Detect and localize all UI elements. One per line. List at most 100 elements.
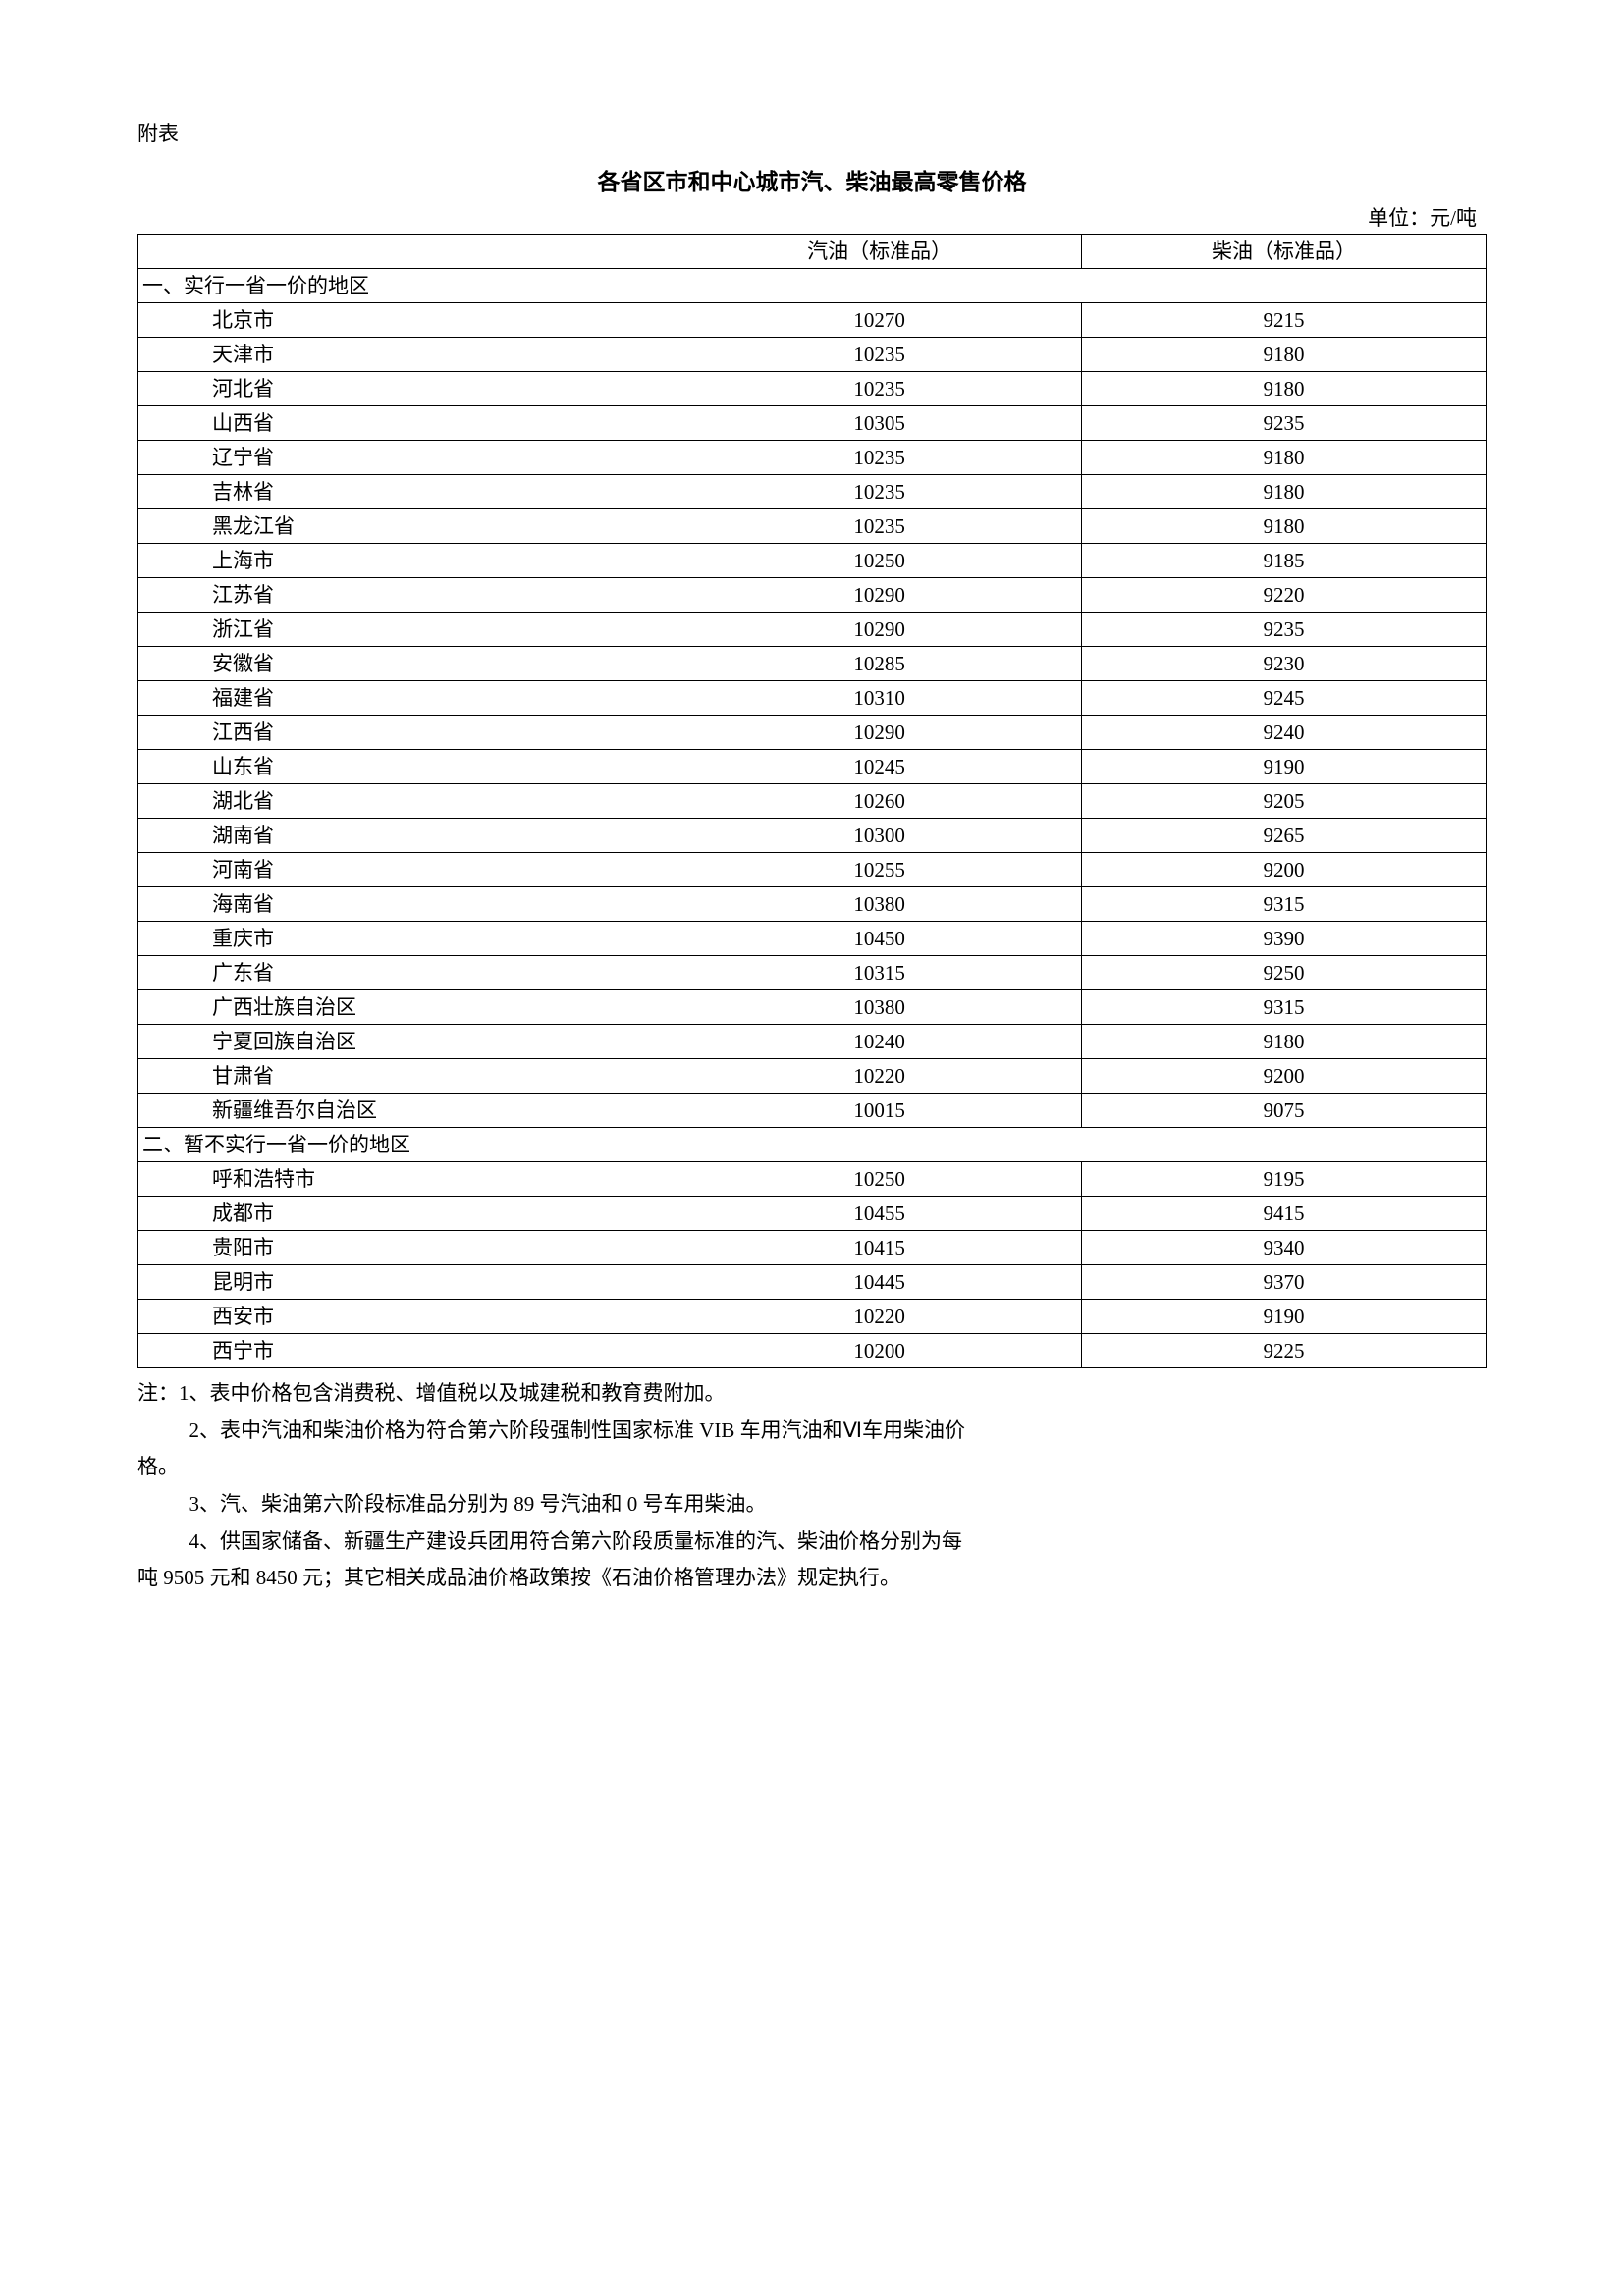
gas-cell: 10290 [677,716,1082,750]
region-cell: 贵阳市 [138,1231,677,1265]
gas-cell: 10235 [677,372,1082,406]
table-row: 湖南省103009265 [138,819,1487,853]
gas-cell: 10220 [677,1300,1082,1334]
gas-cell: 10240 [677,1025,1082,1059]
table-row: 湖北省102609205 [138,784,1487,819]
diesel-cell: 9370 [1082,1265,1487,1300]
region-cell: 上海市 [138,544,677,578]
table-row: 呼和浩特市102509195 [138,1162,1487,1197]
gas-cell: 10305 [677,406,1082,441]
gas-cell: 10285 [677,647,1082,681]
diesel-cell: 9180 [1082,372,1487,406]
diesel-cell: 9180 [1082,1025,1487,1059]
diesel-cell: 9185 [1082,544,1487,578]
table-row: 黑龙江省102359180 [138,509,1487,544]
diesel-cell: 9245 [1082,681,1487,716]
table-row: 贵阳市104159340 [138,1231,1487,1265]
section-header-cell: 二、暂不实行一省一价的地区 [138,1128,1487,1162]
region-cell: 江西省 [138,716,677,750]
diesel-cell: 9390 [1082,922,1487,956]
note-3: 3、汽、柴油第六阶段标准品分别为 89 号汽油和 0 号车用柴油。 [137,1487,1487,1522]
table-row: 安徽省102859230 [138,647,1487,681]
region-cell: 辽宁省 [138,441,677,475]
col-header-region [138,235,677,269]
region-cell: 天津市 [138,338,677,372]
gas-cell: 10310 [677,681,1082,716]
gas-cell: 10250 [677,544,1082,578]
gas-cell: 10220 [677,1059,1082,1094]
table-row: 浙江省102909235 [138,613,1487,647]
region-cell: 山西省 [138,406,677,441]
region-cell: 河南省 [138,853,677,887]
table-row: 广东省103159250 [138,956,1487,990]
notes: 注：1、表中价格包含消费税、增值税以及城建税和教育费附加。 2、表中汽油和柴油价… [137,1376,1487,1596]
gas-cell: 10450 [677,922,1082,956]
gas-cell: 10235 [677,338,1082,372]
region-cell: 成都市 [138,1197,677,1231]
table-header-row: 汽油（标准品） 柴油（标准品） [138,235,1487,269]
gas-cell: 10445 [677,1265,1082,1300]
gas-cell: 10235 [677,475,1082,509]
region-cell: 新疆维吾尔自治区 [138,1094,677,1128]
note-2-line1: 2、表中汽油和柴油价格为符合第六阶段强制性国家标准 VIB 车用汽油和Ⅵ车用柴油… [137,1414,1487,1449]
region-cell: 重庆市 [138,922,677,956]
diesel-cell: 9415 [1082,1197,1487,1231]
diesel-cell: 9225 [1082,1334,1487,1368]
gas-cell: 10270 [677,303,1082,338]
gas-cell: 10260 [677,784,1082,819]
table-row: 山西省103059235 [138,406,1487,441]
region-cell: 山东省 [138,750,677,784]
region-cell: 广西壮族自治区 [138,990,677,1025]
region-cell: 宁夏回族自治区 [138,1025,677,1059]
diesel-cell: 9265 [1082,819,1487,853]
gas-cell: 10015 [677,1094,1082,1128]
diesel-cell: 9220 [1082,578,1487,613]
table-row: 西宁市102009225 [138,1334,1487,1368]
gas-cell: 10380 [677,887,1082,922]
region-cell: 福建省 [138,681,677,716]
gas-cell: 10415 [677,1231,1082,1265]
table-row: 宁夏回族自治区102409180 [138,1025,1487,1059]
col-header-diesel: 柴油（标准品） [1082,235,1487,269]
table-row: 河北省102359180 [138,372,1487,406]
attachment-label: 附表 [137,118,1487,147]
region-cell: 西宁市 [138,1334,677,1368]
diesel-cell: 9190 [1082,1300,1487,1334]
gas-cell: 10255 [677,853,1082,887]
region-cell: 广东省 [138,956,677,990]
note-1: 注：1、表中价格包含消费税、增值税以及城建税和教育费附加。 [137,1376,1487,1412]
gas-cell: 10380 [677,990,1082,1025]
col-header-gas: 汽油（标准品） [677,235,1082,269]
region-cell: 海南省 [138,887,677,922]
diesel-cell: 9235 [1082,613,1487,647]
gas-cell: 10235 [677,509,1082,544]
table-row: 山东省102459190 [138,750,1487,784]
region-cell: 昆明市 [138,1265,677,1300]
diesel-cell: 9180 [1082,441,1487,475]
note-2-line2: 格。 [137,1450,1487,1485]
table-row: 甘肃省102209200 [138,1059,1487,1094]
diesel-cell: 9180 [1082,509,1487,544]
table-row: 吉林省102359180 [138,475,1487,509]
region-cell: 江苏省 [138,578,677,613]
diesel-cell: 9195 [1082,1162,1487,1197]
gas-cell: 10200 [677,1334,1082,1368]
diesel-cell: 9200 [1082,853,1487,887]
region-cell: 浙江省 [138,613,677,647]
diesel-cell: 9340 [1082,1231,1487,1265]
table-row: 辽宁省102359180 [138,441,1487,475]
gas-cell: 10455 [677,1197,1082,1231]
unit-label: 单位：元/吨 [137,202,1487,232]
region-cell: 吉林省 [138,475,677,509]
diesel-cell: 9205 [1082,784,1487,819]
page-title: 各省区市和中心城市汽、柴油最高零售价格 [137,163,1487,196]
gas-cell: 10290 [677,578,1082,613]
gas-cell: 10245 [677,750,1082,784]
diesel-cell: 9180 [1082,475,1487,509]
region-cell: 北京市 [138,303,677,338]
table-row: 广西壮族自治区103809315 [138,990,1487,1025]
table-section-header: 二、暂不实行一省一价的地区 [138,1128,1487,1162]
region-cell: 黑龙江省 [138,509,677,544]
diesel-cell: 9315 [1082,990,1487,1025]
diesel-cell: 9250 [1082,956,1487,990]
